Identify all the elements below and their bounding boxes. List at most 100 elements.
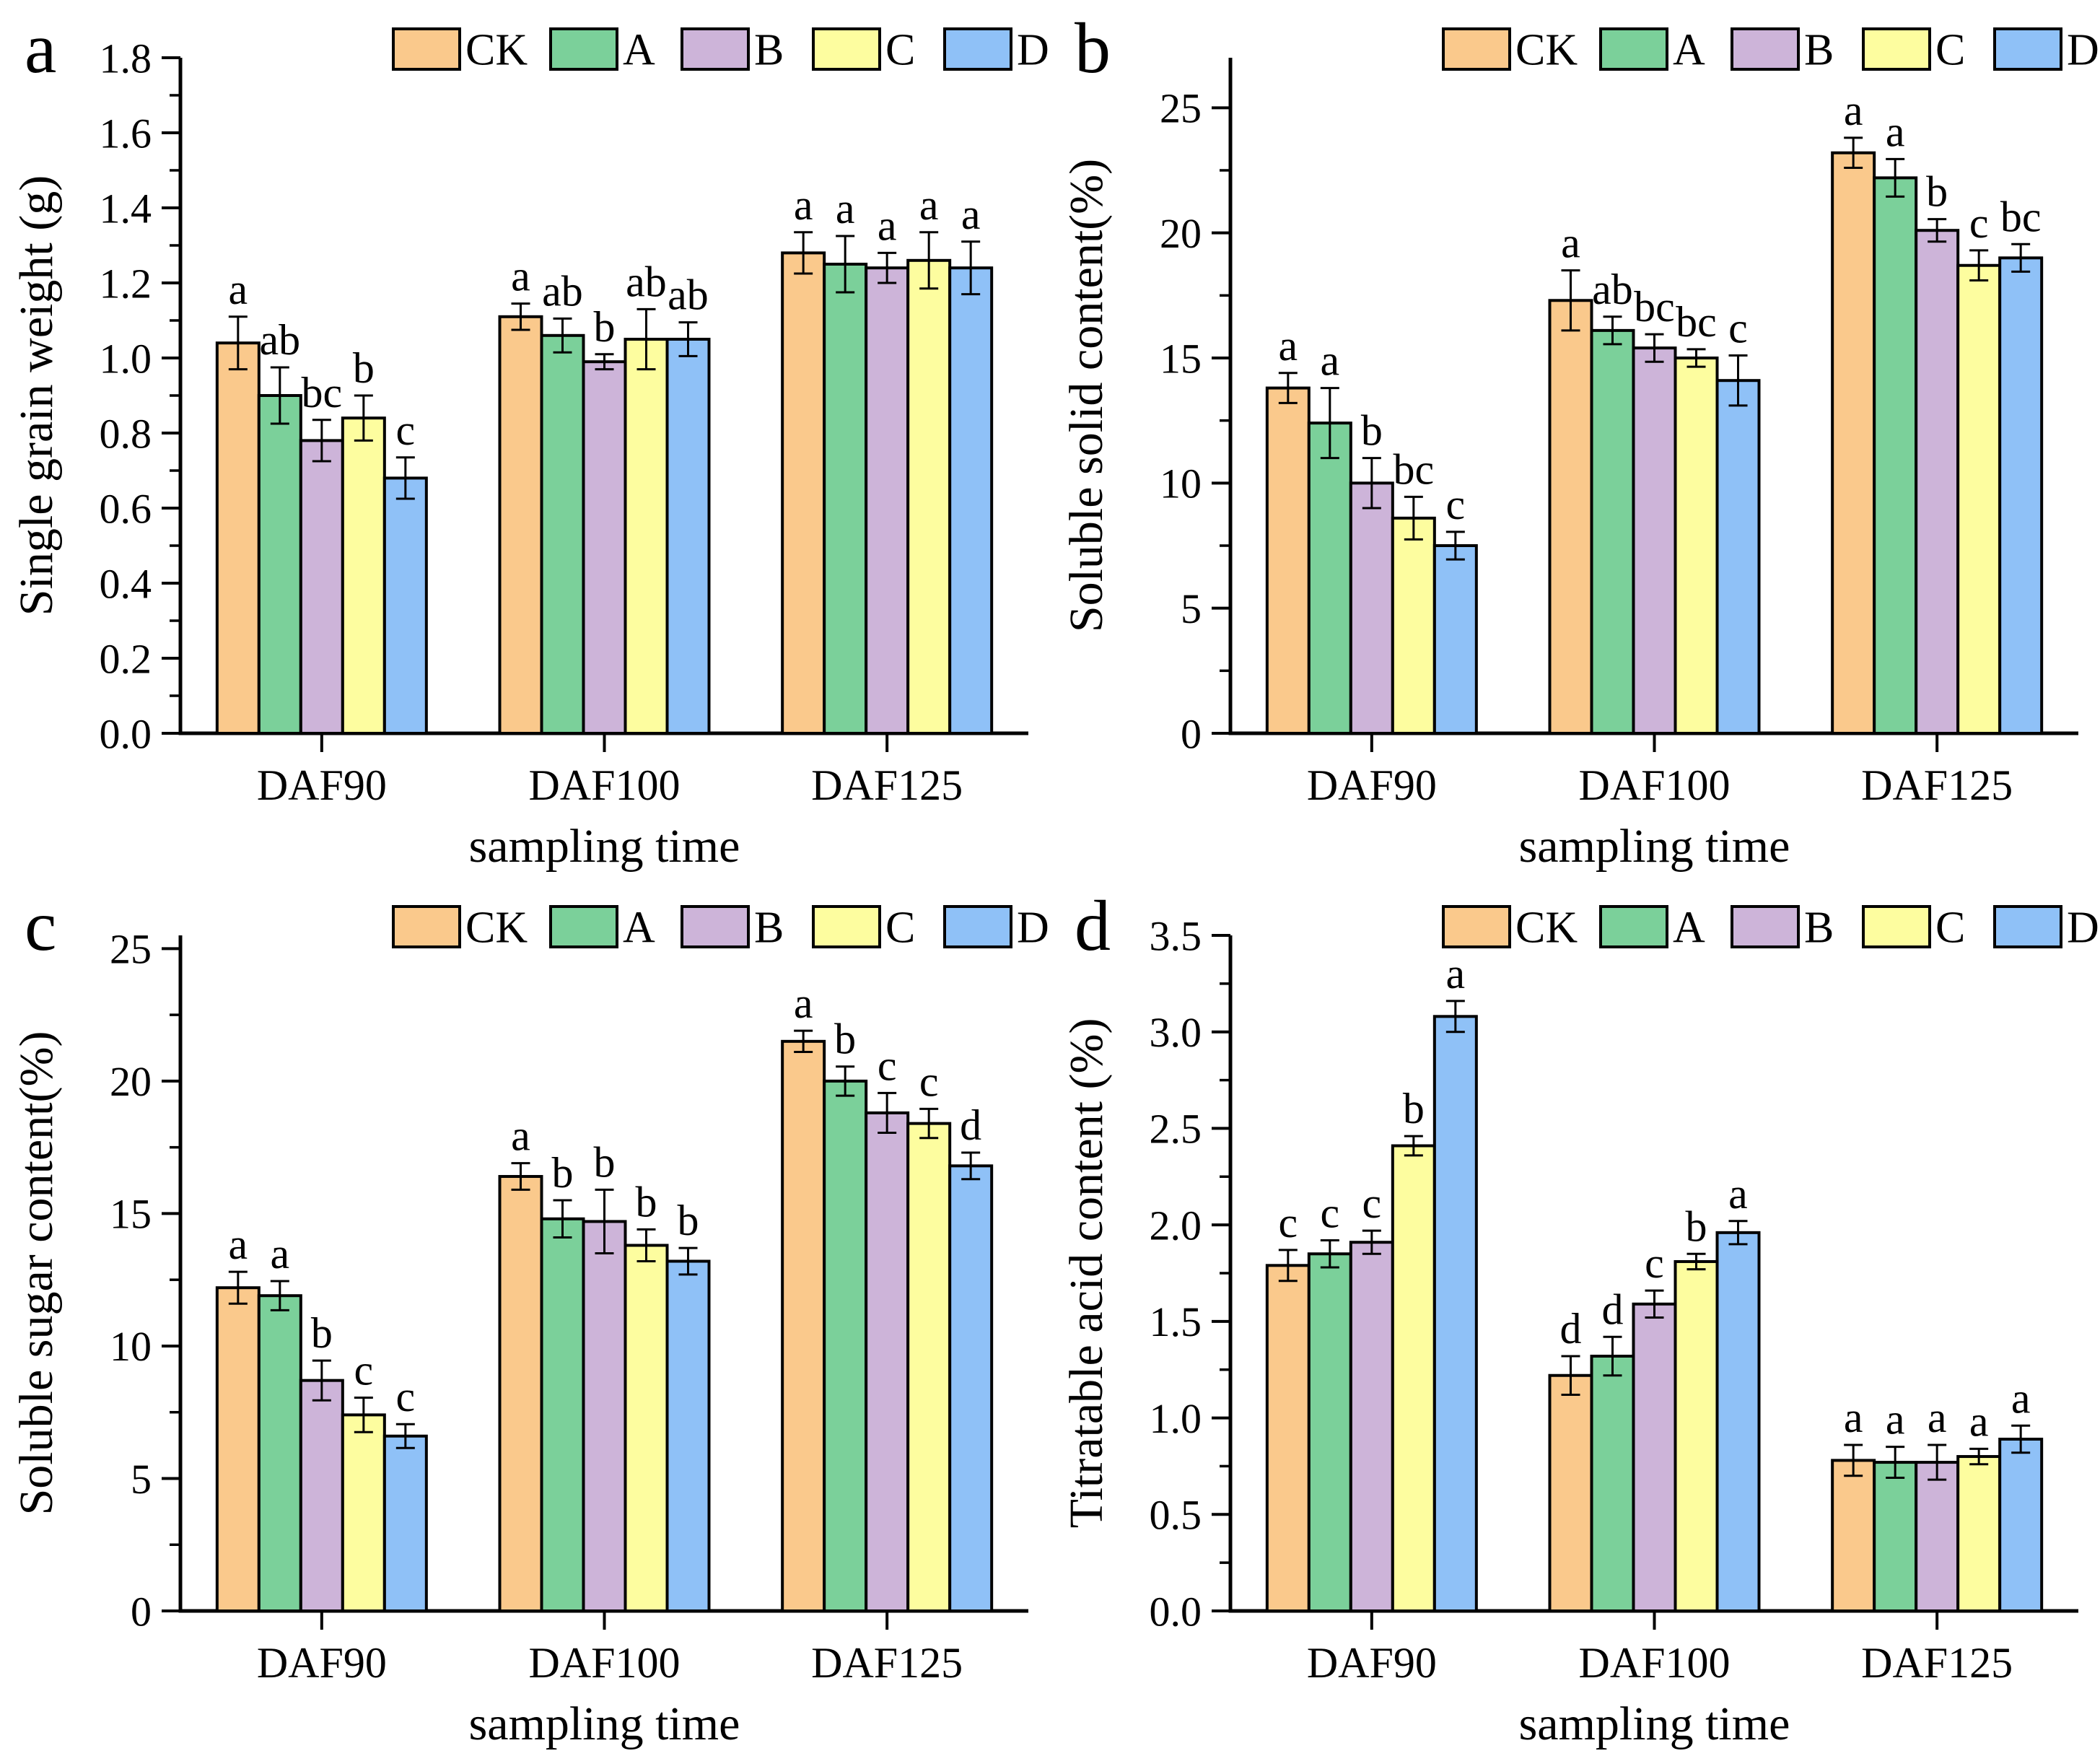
bar-C-DAF125 xyxy=(906,1122,952,1612)
significance-letter: a xyxy=(229,1220,248,1268)
bar-CK-DAF90 xyxy=(215,1286,261,1612)
y-tick-label: 2.0 xyxy=(1150,1202,1202,1249)
significance-letter: c xyxy=(1279,1199,1298,1246)
x-category-label: DAF100 xyxy=(528,761,680,809)
bar-A-DAF100 xyxy=(540,333,585,735)
y-tick-label: 0.5 xyxy=(1150,1492,1202,1539)
legend-swatch-B xyxy=(1731,905,1800,948)
bar-C-DAF125 xyxy=(906,258,952,735)
bar-D-DAF90 xyxy=(382,1434,428,1612)
significance-letter: ab xyxy=(626,258,667,305)
significance-letter: c xyxy=(1645,1239,1664,1287)
legend-swatch-C xyxy=(812,27,881,71)
y-tick-label: 1.8 xyxy=(100,35,152,82)
x-category-label: DAF90 xyxy=(257,761,387,809)
legend-swatch-A xyxy=(549,27,618,71)
legend-swatch-CK xyxy=(1442,27,1511,71)
legend-swatch-D xyxy=(943,905,1012,948)
significance-letter: bc xyxy=(1676,298,1717,346)
significance-letter: d xyxy=(960,1101,981,1149)
bar-D-DAF125 xyxy=(948,266,994,735)
legend-swatch-B xyxy=(681,905,750,948)
significance-letter: c xyxy=(354,1347,374,1394)
significance-letter: a xyxy=(511,253,530,300)
bar-A-DAF125 xyxy=(823,263,868,735)
legend-label-D: D xyxy=(1017,26,1049,75)
significance-letter: ab xyxy=(260,316,301,364)
significance-letter: a xyxy=(961,191,981,238)
x-category-label: DAF100 xyxy=(528,1639,680,1687)
bar-C-DAF90 xyxy=(1391,516,1436,735)
legend-swatch-CK xyxy=(392,27,461,71)
y-tick-label: 1.0 xyxy=(100,335,152,382)
significance-letter: c xyxy=(1446,481,1466,528)
legend-swatch-D xyxy=(1993,905,2062,948)
bar-CK-DAF125 xyxy=(781,1039,826,1612)
legend-label-C: C xyxy=(1935,26,1965,75)
y-tick-label: 10 xyxy=(1160,460,1202,507)
y-tick-label: 0.6 xyxy=(100,485,152,532)
significance-letter: a xyxy=(1728,1170,1748,1218)
significance-letter: a xyxy=(794,181,813,229)
bar-D-DAF100 xyxy=(665,1259,711,1612)
legend-label-CK: CK xyxy=(465,904,528,953)
bar-D-DAF125 xyxy=(1998,256,2044,735)
significance-letter: b xyxy=(834,1015,856,1063)
panel-d: d 0.0 0.5 1.0 1.5 2.0 2.5 3.0 3.5 DAF90 c c c b a DAF10… xyxy=(1050,878,2100,1756)
bar-C-DAF100 xyxy=(624,338,669,735)
significance-letter: ab xyxy=(542,267,583,315)
legend-label-D: D xyxy=(1017,904,1049,953)
x-axis-title: sampling time xyxy=(1519,820,1790,873)
significance-letter: d xyxy=(1560,1305,1582,1353)
bar-A-DAF90 xyxy=(257,394,302,735)
legend-label-A: A xyxy=(1673,26,1705,75)
x-category-label: DAF90 xyxy=(1307,761,1437,809)
bar-D-DAF125 xyxy=(1998,1437,2044,1613)
significance-letter: a xyxy=(919,181,939,229)
bar-C-DAF90 xyxy=(341,416,386,735)
panel-letter: b xyxy=(1075,8,1111,88)
y-tick-label: 0.0 xyxy=(1150,1588,1202,1635)
significance-letter: b xyxy=(678,1197,699,1244)
y-axis-title: Titratable acid content (%) xyxy=(1060,1018,1113,1529)
bar-B-DAF90 xyxy=(1349,1241,1394,1612)
significance-letter: bc xyxy=(1394,445,1435,493)
legend-label-A: A xyxy=(1673,904,1705,953)
significance-letter: b xyxy=(1686,1202,1707,1250)
y-tick-label: 10 xyxy=(110,1323,152,1370)
significance-letter: a xyxy=(836,185,855,232)
bar-CK-DAF100 xyxy=(1548,1373,1593,1612)
y-tick-label: 0 xyxy=(1181,710,1202,757)
y-tick-label: 1.6 xyxy=(100,110,152,157)
bar-D-DAF100 xyxy=(665,338,711,735)
x-category-label: DAF90 xyxy=(1307,1639,1437,1687)
x-category-label: DAF90 xyxy=(257,1639,387,1687)
bar-B-DAF100 xyxy=(582,360,627,735)
significance-letter: c xyxy=(919,1057,939,1105)
significance-letter: bc xyxy=(1634,283,1675,331)
significance-letter: b xyxy=(636,1178,657,1226)
significance-letter: a xyxy=(1886,108,1905,155)
y-tick-label: 15 xyxy=(110,1191,152,1238)
y-tick-label: 3.5 xyxy=(1150,912,1202,959)
x-category-label: DAF100 xyxy=(1578,761,1730,809)
significance-letter: a xyxy=(1844,87,1863,134)
bar-C-DAF100 xyxy=(624,1244,669,1612)
bar-A-DAF100 xyxy=(1590,1354,1635,1612)
significance-letter: b xyxy=(1403,1085,1425,1132)
panel-c: c 0 5 10 15 20 25 DAF90 a a b c c DAF100 a b b b b DAF125 a b… xyxy=(0,878,1050,1756)
significance-letter: c xyxy=(1321,1189,1340,1237)
legend-swatch-D xyxy=(943,27,1012,71)
y-tick-label: 0.8 xyxy=(100,410,152,457)
bar-D-DAF100 xyxy=(1715,379,1761,735)
significance-letter: b xyxy=(594,303,616,351)
bar-D-DAF90 xyxy=(1432,544,1478,735)
x-category-label: DAF125 xyxy=(811,1639,963,1687)
legend-swatch-C xyxy=(1862,905,1931,948)
x-axis-title: sampling time xyxy=(469,1698,740,1750)
legend-swatch-CK xyxy=(392,905,461,948)
significance-letter: a xyxy=(1844,1394,1863,1441)
bar-CK-DAF100 xyxy=(498,1175,543,1612)
legend-label-B: B xyxy=(1804,904,1834,953)
